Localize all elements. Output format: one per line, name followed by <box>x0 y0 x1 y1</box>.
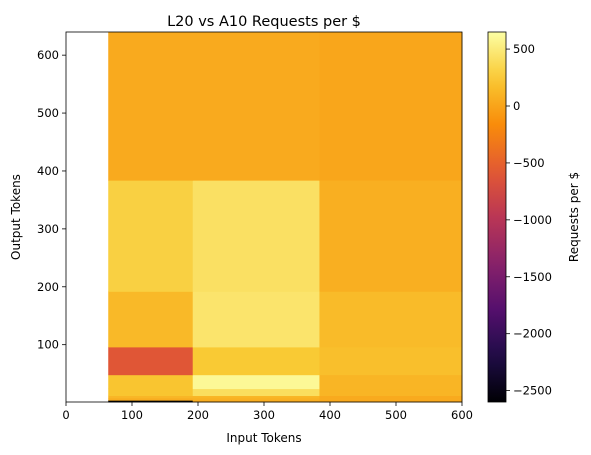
y-axis-label: Output Tokens <box>9 174 23 260</box>
heatmap-cell <box>108 346 194 376</box>
x-axis-label: Input Tokens <box>226 431 301 445</box>
heatmap-cell <box>108 397 194 401</box>
heatmap-cell <box>319 180 463 292</box>
heatmap-cell <box>319 397 463 401</box>
x-axis-ticks: 0 100 200 300 400 500 600 <box>62 402 473 422</box>
colorbar-label: Requests per $ <box>567 172 581 262</box>
x-tick-label: 400 <box>319 408 341 422</box>
x-tick-label: 500 <box>385 408 407 422</box>
chart-title: L20 vs A10 Requests per $ <box>167 14 361 30</box>
heatmap-cell <box>319 32 463 181</box>
heatmap-cell <box>319 400 463 403</box>
y-tick-label: 100 <box>37 338 59 352</box>
x-tick-label: 300 <box>253 408 275 422</box>
heatmap-cell <box>108 395 194 399</box>
y-tick-label: 300 <box>37 222 59 236</box>
colorbar-tick-label: −1500 <box>513 270 552 284</box>
heatmap-cell <box>319 346 463 376</box>
heatmap-cell <box>108 388 194 397</box>
heatmap-cell <box>108 180 194 292</box>
heatmap-cells <box>108 32 463 403</box>
colorbar-tick-label: −1000 <box>513 213 552 227</box>
heatmap-cell <box>319 395 463 399</box>
colorbar-tick-label: −500 <box>513 156 545 170</box>
x-tick-label: 100 <box>121 408 143 422</box>
colorbar-tick-label: −2000 <box>513 327 552 341</box>
colorbar-tick-label: −2500 <box>513 384 552 398</box>
y-tick-label: 500 <box>37 106 59 120</box>
y-tick-label: 400 <box>37 164 59 178</box>
heatmap-cell <box>192 388 320 397</box>
colorbar <box>487 31 507 403</box>
heatmap-cell <box>319 291 463 348</box>
colorbar-tick-label: 0 <box>513 99 520 113</box>
heatmap-cell <box>108 400 194 403</box>
x-tick-label: 200 <box>187 408 209 422</box>
heatmap-cell <box>192 395 320 399</box>
heatmap-cell <box>108 291 194 348</box>
heatmap-cell <box>192 346 320 376</box>
heatmap-cell <box>319 388 463 397</box>
x-tick-label: 0 <box>62 408 69 422</box>
heatmap-cell <box>192 400 320 403</box>
colorbar-ticks: 500 0 −500 −1000 −1500 −2000 −2500 <box>506 42 552 398</box>
heatmap-cell <box>192 291 320 348</box>
heatmap-cell <box>192 32 320 181</box>
heatmap-cell <box>192 397 320 401</box>
heatmap-cell <box>192 374 320 390</box>
heatmap-cell <box>319 374 463 390</box>
colorbar-tick-label: 500 <box>513 42 535 56</box>
heatmap-cell <box>108 32 194 181</box>
y-tick-label: 200 <box>37 280 59 294</box>
y-tick-label: 600 <box>37 48 59 62</box>
y-axis-ticks: 100 200 300 400 500 600 <box>37 48 66 352</box>
x-tick-label: 600 <box>451 408 473 422</box>
heatmap-cell <box>108 374 194 390</box>
heatmap-cell <box>192 180 320 292</box>
